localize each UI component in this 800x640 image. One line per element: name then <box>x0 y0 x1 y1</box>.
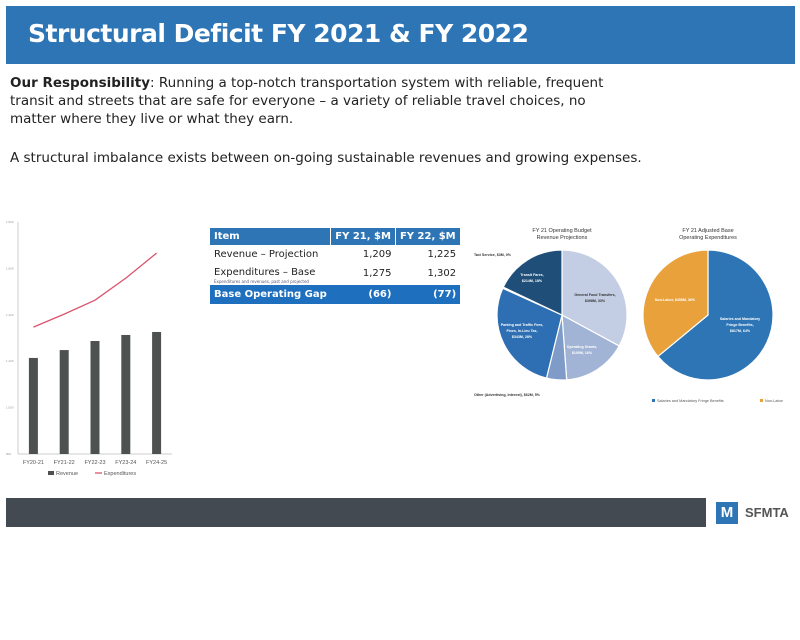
pie-label: $214M, 18% <box>522 279 543 283</box>
cell-text: Expenditures – Base <box>214 267 316 278</box>
revenue-expenditure-chart: 800 1,000 1,200 1,400 1,600 1,800 FY20-21 FY21-… <box>6 220 172 477</box>
y-tick-label: 1,200 <box>6 359 14 363</box>
x-tick-label: FY21-22 <box>54 460 75 466</box>
statement: A structural imbalance exists between on… <box>10 150 642 166</box>
intro-body: : Running a top-notch transportation sys… <box>10 75 604 127</box>
pie-title: Operating Expenditures <box>679 235 737 241</box>
page-title: Structural Deficit FY 2021 & FY 2022 <box>28 19 529 48</box>
cell: 1,209 <box>362 249 392 260</box>
cell: Revenue – Projection <box>214 249 319 260</box>
legend-label: Salaries and Mandatory Fringe Benefits <box>657 399 724 403</box>
cell: (66) <box>330 285 396 304</box>
table-row: Expenditures – Base Expenditures and reve… <box>210 264 460 285</box>
legend-swatch <box>652 399 655 402</box>
sfmta-m-icon: M <box>716 502 738 524</box>
sfmta-logo: M SFMTA <box>712 498 800 527</box>
revenue-bar <box>121 334 131 454</box>
legend-label: Non-Labor <box>765 399 784 403</box>
pie-label: Other (Advertising, Interest), $62M, 5% <box>474 393 541 397</box>
pie-slice <box>496 287 563 379</box>
revenue-bar <box>28 357 38 454</box>
deficit-table: Item FY 21, $M FY 22, $M Revenue – Project… <box>210 228 461 304</box>
pie-label: Non-Labor, $458M, 36% <box>655 298 696 302</box>
pie-label: Fines, In-Lieu Tax, <box>506 329 537 333</box>
y-tick-label: 800 <box>6 452 11 456</box>
revenue-bar <box>59 350 69 454</box>
intro-bold: Our Responsibility <box>10 75 151 91</box>
cell: (77) <box>395 285 461 304</box>
x-tick-label: FY24-25 <box>146 460 167 466</box>
pie-slice <box>561 313 620 381</box>
x-tick-label: FY23-24 <box>115 460 136 466</box>
pie-slice <box>561 249 628 347</box>
legend-swatch <box>48 471 54 475</box>
x-tick-label: FY22-23 <box>84 460 105 466</box>
logo-text: SFMTA <box>745 505 789 520</box>
pie-title: FY 21 Adjusted Base <box>682 228 733 234</box>
y-tick-label: 1,800 <box>6 220 14 224</box>
pie-slice <box>642 249 709 358</box>
pie-label: $343M, 28% <box>512 335 533 339</box>
pie-label: General Fund Transfers, <box>574 293 615 297</box>
intro-text: Our Responsibility: Running a top-notch … <box>10 74 630 128</box>
cell: 1,275 <box>362 268 392 279</box>
caption: Expenditures and revenues, past and proj… <box>214 279 309 284</box>
pie-slice <box>502 249 563 316</box>
cell: Expenditures – Base Expenditures and reve… <box>210 264 331 285</box>
expenditures-line <box>33 252 158 328</box>
footer-bar <box>6 498 706 527</box>
cell: Base Operating Gap <box>210 285 331 304</box>
legend-swatch <box>760 399 763 402</box>
revenue-bar <box>90 341 100 454</box>
pie-label: Fringe Benefits, <box>726 323 753 327</box>
pie-label: $398M, 33% <box>585 299 606 303</box>
revenue-bar <box>152 331 162 454</box>
pie-label: Operating Grants, <box>567 345 598 349</box>
col-header: FY 22, $M <box>395 228 461 245</box>
y-tick-label: 1,600 <box>6 266 14 270</box>
table-total-row: Base Operating Gap (66) (77) <box>210 285 461 304</box>
col-header: FY 21, $M <box>330 228 396 245</box>
table-header: Item FY 21, $M FY 22, $M <box>210 228 461 245</box>
cell: 1,225 <box>427 249 457 260</box>
pie-label: $190M, 16% <box>572 351 593 355</box>
x-tick-label: FY20-21 <box>23 460 44 466</box>
pie-title: FY 21 Operating Budget <box>532 228 592 234</box>
pie-slice <box>657 249 774 381</box>
title-bar: Structural Deficit FY 2021 & FY 2022 <box>6 6 795 64</box>
pie-label: Transit Fares, <box>520 273 543 277</box>
table-row: Revenue – Projection 1,209 1,225 <box>210 245 460 264</box>
pie-label: Salaries and Mandatory <box>720 317 760 321</box>
pie-label: Parking and Traffic Fees, <box>501 323 544 327</box>
y-tick-label: 1,400 <box>6 313 14 317</box>
pie-title: Revenue Projections <box>537 235 588 241</box>
pie-label: $817M, 64% <box>730 329 751 333</box>
y-tick-label: 1,000 <box>6 406 14 410</box>
legend-label: Expenditures <box>104 471 136 477</box>
cell: 1,302 <box>427 268 457 279</box>
pie-label: Taxi Service, $3M, 0% <box>474 253 512 257</box>
legend-label: Revenue <box>56 471 78 477</box>
col-header: Item <box>210 228 332 245</box>
